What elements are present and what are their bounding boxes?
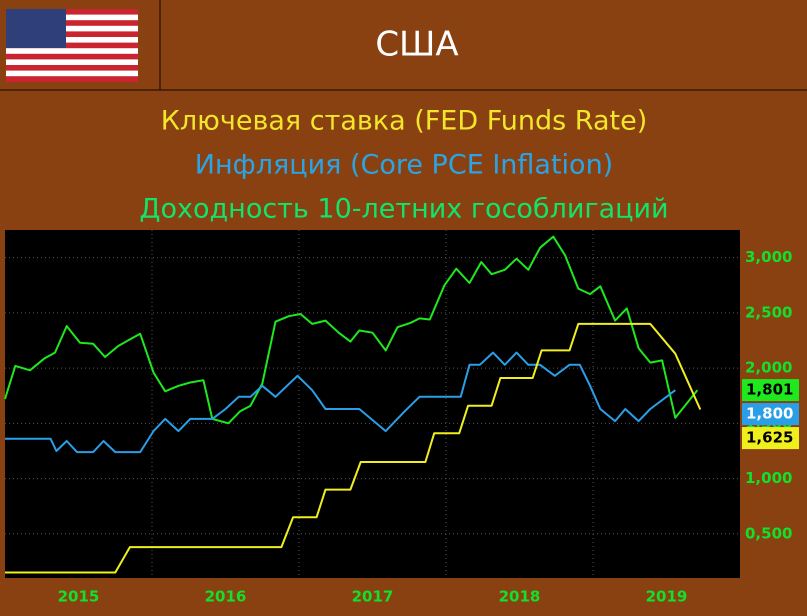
y-tick-label: 2,000 xyxy=(745,359,792,377)
last-value-box xyxy=(742,403,799,426)
y-tick-label: 3,000 xyxy=(745,248,792,266)
flag xyxy=(6,9,138,82)
last-value-label: 1,800 xyxy=(746,405,793,423)
subtitle: Ключевая ставка (FED Funds Rate) xyxy=(161,106,647,137)
subtitle: Доходность 10-летних гособлигаций xyxy=(139,194,668,225)
title: США xyxy=(375,25,458,65)
y-tick-label: 0,500 xyxy=(745,524,792,542)
y-tick-label: 2,500 xyxy=(745,303,792,321)
x-tick-label: 2017 xyxy=(352,588,394,606)
last-value-label: 1,801 xyxy=(746,381,793,399)
plot-area xyxy=(5,230,740,578)
series-line xyxy=(5,351,676,454)
x-tick-label: 2015 xyxy=(58,588,100,606)
x-tick-label: 2016 xyxy=(205,588,247,606)
subtitle: Инфляция (Core PCE Inflation) xyxy=(195,150,613,181)
last-value-box xyxy=(742,379,799,402)
subtitles: Ключевая ставка (FED Funds Rate) Инфляция… xyxy=(139,106,668,225)
last-value-box xyxy=(742,427,799,450)
plot: 0,5001,0001,5002,0002,5003,0002015201620… xyxy=(4,230,799,606)
x-tick-label: 2018 xyxy=(499,588,541,606)
y-tick-label: 1,000 xyxy=(745,469,792,487)
last-value-label: 1,625 xyxy=(746,429,793,447)
series-line xyxy=(5,322,702,574)
series-line xyxy=(4,235,699,425)
x-tick-label: 2019 xyxy=(646,588,688,606)
